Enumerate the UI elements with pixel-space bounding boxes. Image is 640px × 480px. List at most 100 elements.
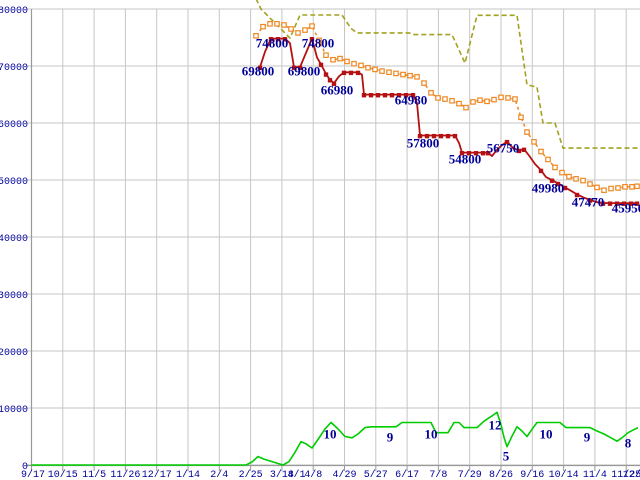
lowest-price-marker — [538, 168, 544, 174]
y-tick-label: 20000 — [0, 348, 28, 359]
x-tick-label: 7/8 — [429, 469, 447, 480]
average-price-marker — [379, 68, 385, 74]
lowest-price-marker — [375, 93, 381, 98]
average-price-marker — [601, 187, 607, 194]
lowest-price-marker — [257, 65, 263, 70]
lowest-price-marker — [628, 201, 634, 206]
lowest-price-marker — [410, 93, 416, 98]
lowest-price-marker — [607, 201, 613, 206]
x-tick-label: 2/4 — [210, 469, 228, 480]
lowest-price-marker — [331, 81, 337, 87]
x-tick-label: 9/16 — [520, 469, 544, 480]
average-price-marker — [622, 184, 628, 190]
average-price-marker — [484, 98, 490, 105]
count-label: 9 — [387, 430, 394, 445]
average-price-marker — [372, 66, 378, 73]
x-tick-label: 8/26 — [489, 469, 513, 480]
average-price-marker — [587, 181, 593, 187]
price-label: 45950 — [612, 201, 640, 216]
average-price-marker — [274, 21, 280, 27]
lowest-price-marker — [516, 148, 522, 154]
average-price-marker — [267, 21, 273, 27]
x-tick-label: 12/17 — [142, 469, 172, 480]
average-price-marker — [358, 62, 364, 69]
count-label: 5 — [503, 449, 510, 464]
y-tick-label: 30000 — [0, 291, 28, 302]
lowest-price-marker — [275, 37, 281, 42]
y-tick-label: 60000 — [0, 120, 28, 131]
lowest-price-marker — [555, 181, 561, 187]
lowest-price-marker — [355, 70, 361, 76]
lowest-price-marker — [291, 65, 297, 70]
price-label: 74800 — [302, 36, 335, 51]
count-label: 10 — [540, 427, 553, 442]
lowest-price-marker — [521, 147, 527, 153]
average-price-marker — [566, 173, 572, 180]
average-price-marker — [545, 156, 551, 163]
average-price-marker — [629, 184, 635, 190]
lowest-price-marker — [396, 93, 402, 98]
lowest-price-marker — [549, 178, 555, 183]
x-tick-label: 11/26 — [110, 469, 140, 480]
average-price-marker — [505, 95, 511, 101]
y-tick-label: 0 — [22, 462, 28, 473]
series-highest-price — [255, 0, 638, 149]
average-price-marker — [518, 114, 524, 121]
average-price-marker — [524, 129, 530, 135]
lowest-price-marker — [614, 201, 620, 206]
lowest-price-marker — [445, 133, 451, 139]
price-label: 64980 — [395, 93, 428, 108]
average-price-marker — [295, 30, 301, 36]
count-label: 10 — [324, 427, 337, 442]
average-price-marker — [615, 185, 621, 191]
lowest-price-marker — [382, 93, 388, 98]
lowest-price-marker — [504, 139, 510, 145]
average-price-marker — [559, 169, 565, 176]
average-price-marker — [421, 80, 427, 86]
price-label: 69800 — [288, 64, 321, 79]
lowest-price-marker — [361, 93, 367, 98]
lowest-price-marker — [480, 151, 486, 156]
lowest-price-marker — [452, 133, 458, 139]
store-count-line — [31, 411, 639, 466]
lowest-price-marker — [485, 151, 491, 156]
average-price-marker — [498, 94, 504, 101]
average-price-marker — [393, 70, 399, 77]
price-label: 49980 — [532, 181, 565, 196]
average-price-marker — [365, 64, 371, 71]
average-price-marker — [573, 176, 579, 182]
count-label: 9 — [584, 430, 591, 445]
x-tick-label: 4/29 — [332, 469, 356, 480]
lowest-price-marker — [424, 133, 430, 139]
x-tick-label: 4/1 — [287, 469, 305, 480]
average-price-marker — [288, 26, 294, 32]
x-tick-label: 10/15 — [48, 469, 78, 480]
lowest-price-marker — [389, 93, 395, 98]
average-price-marker — [538, 148, 544, 155]
lowest-price-marker — [318, 62, 324, 68]
lowest-price-marker — [309, 37, 315, 42]
average-price-marker — [477, 97, 483, 104]
average-price-marker — [594, 184, 600, 191]
average-price-marker — [470, 99, 476, 105]
lowest-price-marker — [341, 70, 347, 76]
lowest-price-marker — [587, 198, 593, 203]
lowest-price-marker — [282, 37, 288, 42]
average-price-marker — [400, 71, 406, 78]
highest-price-line — [255, 0, 638, 149]
lowest-price-marker — [403, 93, 409, 98]
count-label: 8 — [625, 436, 632, 451]
y-tick-label: 40000 — [0, 234, 28, 245]
x-tick-label: 6/17 — [395, 469, 419, 480]
average-price-marker — [414, 74, 420, 80]
x-tick-label: 9/17 — [21, 469, 45, 480]
average-price-marker — [351, 60, 357, 67]
average-price-marker — [531, 139, 537, 145]
lowest-price-marker — [562, 185, 568, 191]
lowest-price-marker — [574, 192, 580, 198]
series-store-count — [31, 411, 639, 466]
average-price-marker — [337, 55, 343, 62]
